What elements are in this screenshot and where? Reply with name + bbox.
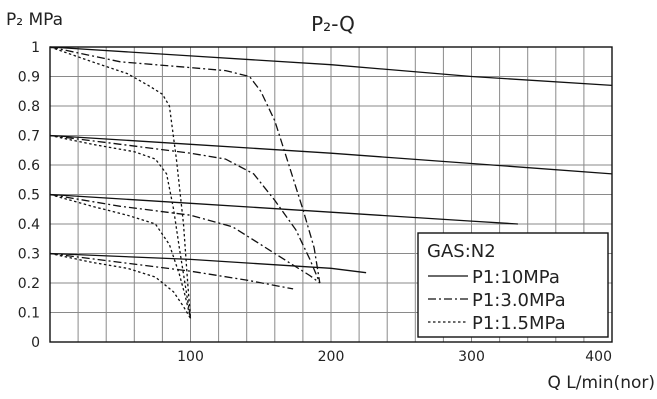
x-tick-label: 100 [177, 349, 204, 365]
y-tick-labels: 0 0.1 0.2 0.3 0.4 0.5 0.6 0.7 0.8 0.9 1 [18, 40, 40, 351]
x-tick-label: 200 [318, 349, 345, 365]
legend-entry-3mpa: P1:3.0MPa [472, 290, 566, 311]
series-line-dotted-8 [49, 46, 192, 319]
series-line-dotted-11 [49, 252, 192, 319]
y-axis-label: P₂ MPa [6, 10, 63, 30]
series-line-dashdot-6 [49, 193, 321, 284]
series-line-solid-0 [49, 46, 613, 87]
series-line-dashdot-7 [49, 252, 294, 290]
y-tick-label: 0 [31, 335, 40, 351]
y-tick-label: 0.2 [18, 276, 40, 292]
plot-frame [49, 46, 613, 343]
y-tick-label: 0.6 [18, 158, 40, 174]
y-tick-label: 0.1 [18, 306, 40, 322]
legend-box [417, 232, 609, 338]
x-axis-label: Q L/min(nor) [548, 373, 655, 393]
y-tick-label: 0.7 [18, 129, 40, 145]
series-line-dashdot-4 [49, 46, 321, 284]
series-line-dotted-9 [49, 134, 192, 319]
series-line-solid-2 [49, 193, 518, 225]
series-line-dotted-10 [49, 193, 192, 319]
y-tick-label: 0.8 [18, 99, 40, 115]
x-tick-label: 300 [458, 349, 485, 365]
series-line-dashdot-5 [49, 134, 321, 284]
y-tick-label: 0.3 [18, 247, 40, 263]
legend-entry-1-5mpa: P1:1.5MPa [472, 313, 566, 334]
x-tick-labels: 100 200 300 400 [177, 349, 612, 365]
legend-entry-10mpa: P1:10MPa [472, 267, 560, 288]
series-line-solid-1 [49, 134, 613, 175]
chart-title: P₂-Q [311, 12, 355, 36]
y-tick-label: 0.4 [18, 217, 40, 233]
y-tick-label: 1 [31, 40, 40, 56]
legend: GAS:N2 P1:10MPa P1:3.0MPa P1:1.5MPa [417, 232, 609, 338]
y-tick-label: 0.9 [18, 70, 40, 86]
x-tick-label: 400 [585, 349, 612, 365]
series-line-solid-3 [49, 252, 367, 274]
series-lines [49, 46, 613, 319]
y-tick-label: 0.5 [18, 188, 40, 204]
legend-title: GAS:N2 [427, 241, 496, 262]
